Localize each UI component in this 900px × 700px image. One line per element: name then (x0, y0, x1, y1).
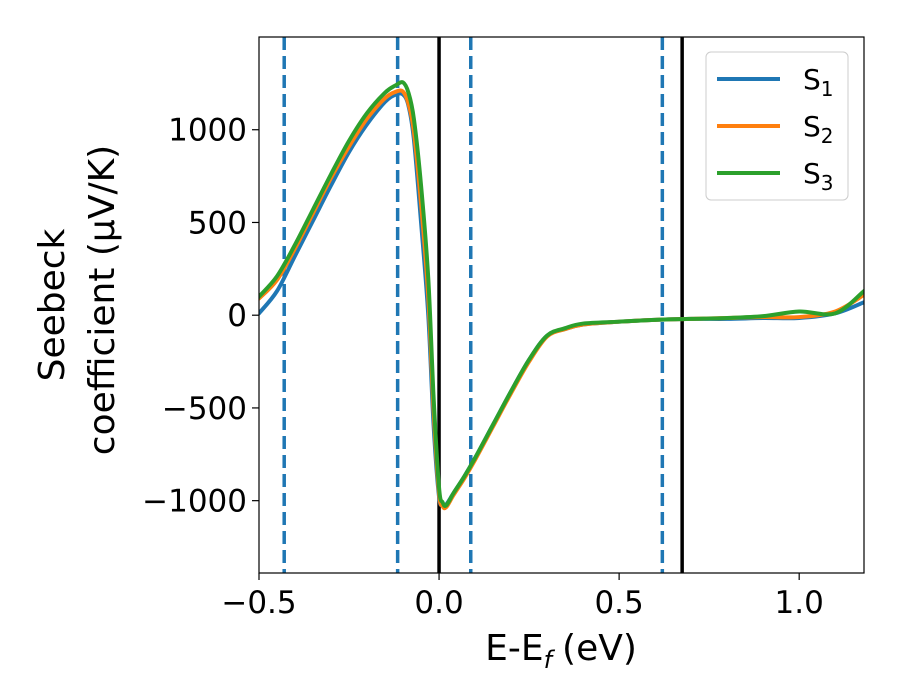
x-tick-label: 0.0 (414, 585, 463, 621)
legend-label-s2: S2 (803, 110, 834, 148)
y-tick-label: 1000 (168, 113, 247, 149)
x-tick-label: −0.5 (221, 585, 296, 621)
plot-area (259, 37, 864, 573)
y-tick-label: 500 (188, 205, 247, 241)
series-line-s3 (259, 80, 864, 508)
legend-label-s1: S1 (803, 63, 834, 101)
y-tick-label: 0 (227, 298, 247, 334)
x-tick-label: 1.0 (775, 585, 824, 621)
x-axis: −0.5 0.0 0.5 1.0 (221, 573, 824, 621)
y-tick-label: −1000 (142, 484, 247, 520)
plot-inner (259, 37, 864, 573)
y-tick-label: −500 (162, 391, 247, 427)
x-axis-label-unit: (eV) (562, 628, 637, 669)
legend: S1 S2 S3 (705, 51, 849, 201)
x-tick-label: 0.5 (594, 585, 643, 621)
y-axis-label-line2: coefficient (μV/K) (82, 145, 123, 455)
plot-frame (258, 36, 865, 574)
y-axis-label-line1: Seebeck (32, 228, 73, 381)
y-axis: 1000 500 0 −500 −1000 (142, 113, 259, 520)
legend-label-s3: S3 (803, 157, 834, 195)
x-axis-label-main: E-E (485, 628, 543, 669)
